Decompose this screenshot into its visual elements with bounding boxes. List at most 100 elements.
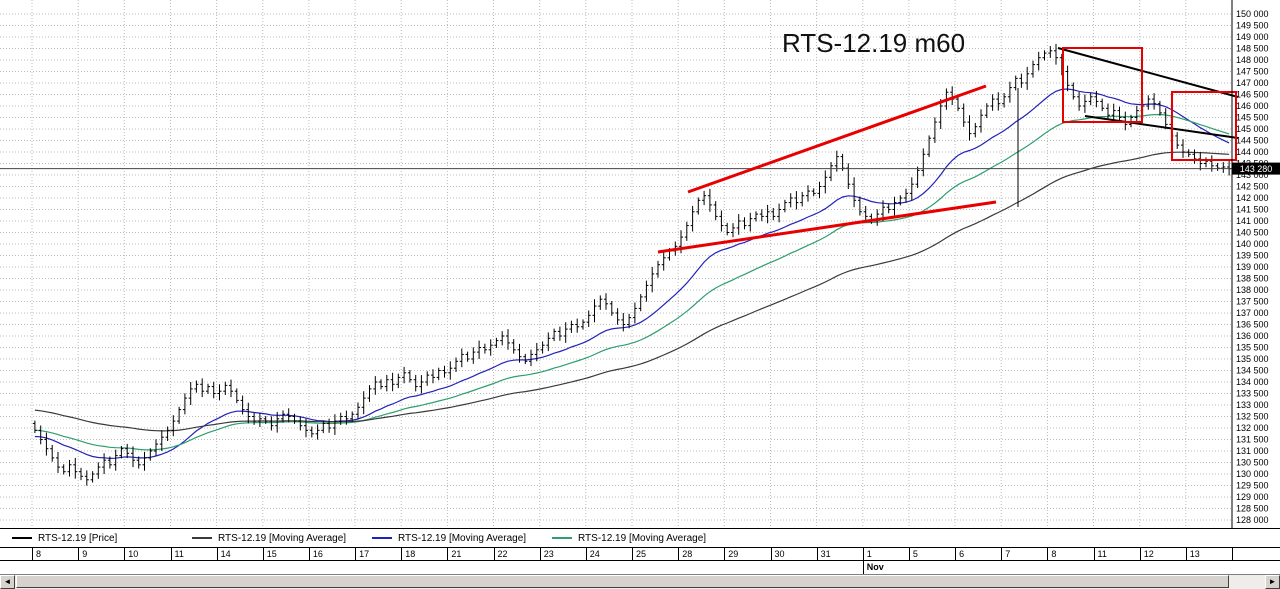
chart-legend: RTS-12.19 [Price] RTS-12.19 [Moving Avera… xyxy=(0,528,1280,547)
date-label: 22 xyxy=(493,548,540,560)
date-label: 31 xyxy=(816,548,863,560)
svg-text:136 000: 136 000 xyxy=(1236,331,1269,341)
date-label: 11 xyxy=(1093,548,1140,560)
moving-average-line xyxy=(34,88,1230,460)
legend-line-sample xyxy=(192,537,212,539)
date-label: 8 xyxy=(1047,548,1093,560)
svg-text:145 000: 145 000 xyxy=(1236,124,1269,134)
red-highlight-box[interactable] xyxy=(1171,91,1237,161)
legend-line-sample xyxy=(372,537,392,539)
svg-text:148 000: 148 000 xyxy=(1236,55,1269,65)
svg-text:138 000: 138 000 xyxy=(1236,285,1269,295)
svg-text:149 500: 149 500 xyxy=(1236,21,1269,31)
horizontal-scrollbar[interactable]: ◄ ► xyxy=(0,574,1280,589)
chart-title: RTS-12.19 m60 xyxy=(782,28,965,58)
red-highlight-box[interactable] xyxy=(1062,47,1143,123)
date-label: 18 xyxy=(401,548,447,560)
gridlines xyxy=(0,0,1233,528)
date-strip-end-cell xyxy=(1232,548,1279,560)
legend-item: RTS-12.19 [Moving Average] xyxy=(372,533,540,544)
date-label: 13 xyxy=(1185,548,1232,560)
svg-text:145 500: 145 500 xyxy=(1236,113,1269,123)
date-label: 17 xyxy=(355,548,401,560)
svg-text:149 000: 149 000 xyxy=(1236,32,1269,42)
red-trendline[interactable] xyxy=(687,84,987,194)
moving-average-line xyxy=(34,151,1230,432)
date-label: 25 xyxy=(632,548,678,560)
svg-text:141 000: 141 000 xyxy=(1236,216,1269,226)
svg-text:138 500: 138 500 xyxy=(1236,274,1269,284)
last-price-tag xyxy=(1232,162,1280,175)
svg-text:146 000: 146 000 xyxy=(1236,101,1269,111)
month-label: Nov xyxy=(862,561,923,574)
legend-label: RTS-12.19 [Moving Average] xyxy=(218,532,347,544)
svg-text:142 000: 142 000 xyxy=(1236,193,1269,203)
svg-text:147 500: 147 500 xyxy=(1236,67,1269,77)
black-trendline[interactable] xyxy=(1057,47,1239,98)
svg-text:128 500: 128 500 xyxy=(1236,504,1269,514)
svg-text:147 000: 147 000 xyxy=(1236,78,1269,88)
svg-text:131 000: 131 000 xyxy=(1236,446,1269,456)
date-label: 1 xyxy=(862,548,909,560)
price-bars xyxy=(32,43,1232,486)
x-axis-month-strip: Nov xyxy=(0,560,1280,574)
svg-text:140 500: 140 500 xyxy=(1236,228,1269,238)
svg-text:135 500: 135 500 xyxy=(1236,343,1269,353)
date-label: 24 xyxy=(585,548,632,560)
svg-text:129 000: 129 000 xyxy=(1236,492,1269,502)
date-label: 28 xyxy=(678,548,724,560)
date-label: 29 xyxy=(724,548,770,560)
svg-text:144 000: 144 000 xyxy=(1236,147,1269,157)
legend-line-sample xyxy=(12,537,32,539)
date-label: 16 xyxy=(308,548,355,560)
legend-item: RTS-12.19 [Price] xyxy=(12,533,180,544)
svg-text:133 500: 133 500 xyxy=(1236,389,1269,399)
scroll-right-button[interactable]: ► xyxy=(1265,575,1280,589)
svg-text:128 000: 128 000 xyxy=(1236,515,1269,525)
date-label: 10 xyxy=(124,548,170,560)
legend-item: RTS-12.19 [Moving Average] xyxy=(192,533,360,544)
date-label: 15 xyxy=(262,548,309,560)
legend-label: RTS-12.19 [Moving Average] xyxy=(398,532,527,544)
date-label: 6 xyxy=(955,548,1001,560)
svg-text:141 500: 141 500 xyxy=(1236,205,1269,215)
date-label: 14 xyxy=(216,548,263,560)
legend-label: RTS-12.19 [Moving Average] xyxy=(578,532,707,544)
svg-text:129 500: 129 500 xyxy=(1236,481,1269,491)
date-label: 30 xyxy=(770,548,817,560)
date-label: 5 xyxy=(908,548,955,560)
svg-text:130 500: 130 500 xyxy=(1236,458,1269,468)
svg-text:142 500: 142 500 xyxy=(1236,182,1269,192)
svg-text:140 000: 140 000 xyxy=(1236,239,1269,249)
svg-text:132 500: 132 500 xyxy=(1236,412,1269,422)
svg-text:144 500: 144 500 xyxy=(1236,136,1269,146)
scroll-left-button[interactable]: ◄ xyxy=(0,575,15,589)
svg-text:137 500: 137 500 xyxy=(1236,297,1269,307)
svg-text:146 500: 146 500 xyxy=(1236,90,1269,100)
legend-label: RTS-12.19 [Price] xyxy=(38,532,118,544)
scrollbar-track[interactable] xyxy=(15,575,1265,589)
svg-text:136 500: 136 500 xyxy=(1236,320,1269,330)
legend-line-sample xyxy=(552,537,572,539)
svg-text:139 500: 139 500 xyxy=(1236,251,1269,261)
date-label: 9 xyxy=(78,548,124,560)
svg-text:148 500: 148 500 xyxy=(1236,44,1269,54)
svg-text:143 000: 143 000 xyxy=(1236,170,1269,180)
svg-text:137 000: 137 000 xyxy=(1236,308,1269,318)
svg-text:130 000: 130 000 xyxy=(1236,469,1269,479)
scrollbar-thumb[interactable] xyxy=(16,575,1229,588)
x-axis-date-strip: 8 9 10 11 14 15 16 17 18 21 22 23 24 25 28 29 30 31 1 5 6 7 8 1… xyxy=(0,547,1280,560)
date-label: 23 xyxy=(539,548,586,560)
red-trendline[interactable] xyxy=(657,200,997,254)
black-trendline[interactable] xyxy=(1084,115,1239,139)
date-label: 21 xyxy=(447,548,493,560)
date-label: 8 xyxy=(32,548,78,560)
last-price-tag-value: 143 280 xyxy=(1240,164,1273,174)
svg-text:132 000: 132 000 xyxy=(1236,423,1269,433)
legend-item: RTS-12.19 [Moving Average] xyxy=(552,533,720,544)
svg-text:133 000: 133 000 xyxy=(1236,400,1269,410)
chart-plot-area[interactable]: RTS-12.19 m60 150 000 149 500 149 000 148 50… xyxy=(0,0,1280,528)
